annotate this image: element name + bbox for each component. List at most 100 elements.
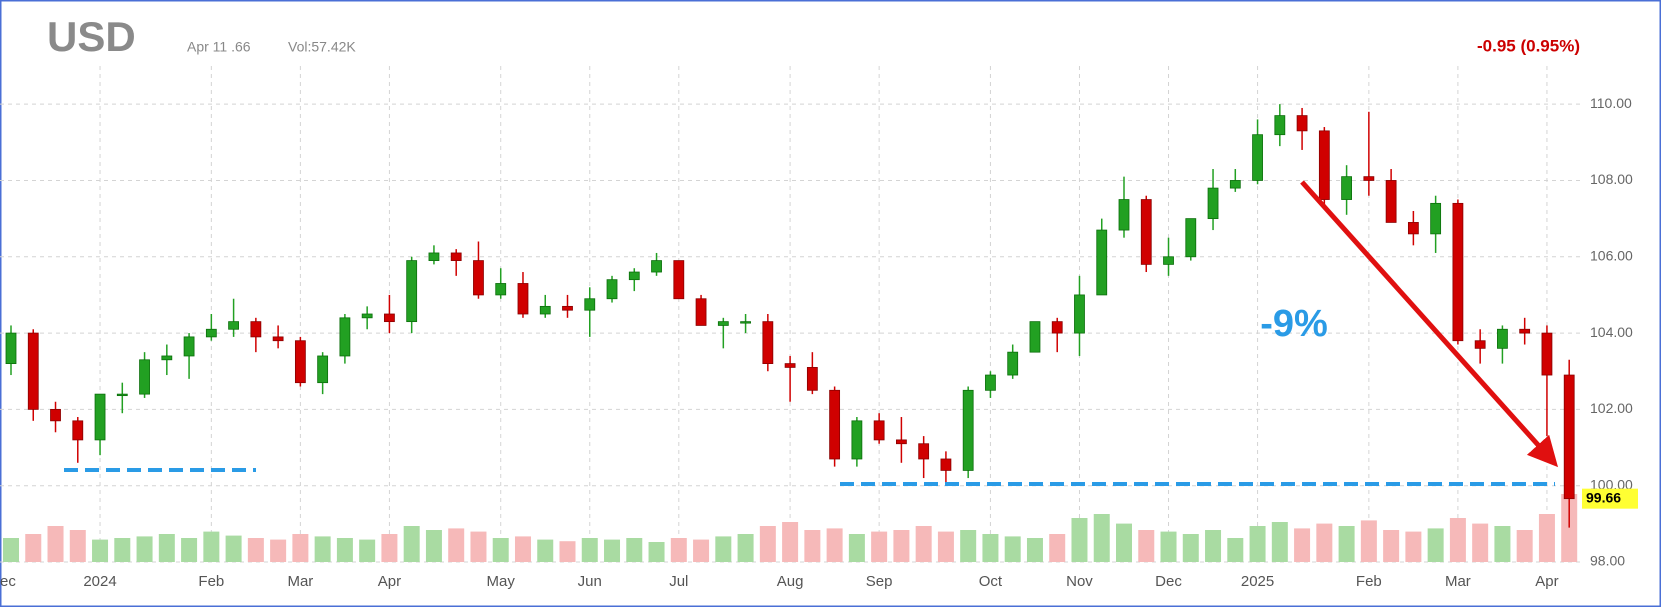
- candle-body: [1229, 180, 1241, 189]
- x-tick-label: Dec: [1155, 573, 1182, 590]
- candle-body: [918, 443, 930, 460]
- info: Apr 11 .66: [187, 39, 251, 55]
- candle-body: [962, 389, 974, 471]
- volume-bar: [1004, 536, 1021, 562]
- x-tick-label: Sep: [866, 573, 893, 590]
- volume-bar: [3, 538, 19, 562]
- x-tick-label: Feb: [198, 573, 224, 590]
- candle-body: [539, 305, 551, 315]
- candle-body: [628, 271, 640, 281]
- volume-layer: [3, 494, 1578, 562]
- volume-bar: [982, 534, 999, 562]
- candle-body: [1029, 321, 1041, 353]
- candle-body: [183, 336, 195, 357]
- volume-bar: [1383, 530, 1400, 562]
- volume-bar: [270, 539, 287, 562]
- candle-body: [806, 367, 818, 391]
- candle-body: [873, 420, 885, 441]
- x-tick-label: May: [487, 573, 516, 590]
- volume-bar: [559, 541, 576, 562]
- volume-bar: [1026, 538, 1043, 562]
- volume-bar: [1449, 518, 1466, 562]
- volume-bar: [648, 542, 665, 562]
- candle-body: [1096, 229, 1108, 296]
- candle-body: [651, 260, 662, 273]
- volume-bar: [1271, 522, 1288, 562]
- volume-bar: [1249, 526, 1266, 562]
- y-tick-label: 104.00: [1590, 324, 1633, 340]
- candle-body: [495, 283, 507, 296]
- candle-body: [1074, 294, 1085, 334]
- volume-bar: [47, 526, 64, 562]
- candle-body: [606, 279, 618, 300]
- candle-body: [1407, 222, 1419, 235]
- volume-bar: [1338, 526, 1355, 562]
- volume-bar: [69, 530, 86, 562]
- x-tick-label: Nov: [1066, 573, 1093, 590]
- candle-body: [428, 252, 440, 261]
- candle-body: [1385, 180, 1397, 223]
- x-tick-label: 2024: [83, 573, 116, 590]
- y-tick-label: 110.00: [1590, 95, 1632, 111]
- volume-bar: [1561, 494, 1578, 562]
- volume-bar: [782, 522, 799, 562]
- volume-bar: [871, 531, 888, 562]
- volume-bar: [514, 536, 531, 562]
- volume-bar: [136, 536, 153, 562]
- y-tick-label: 106.00: [1590, 247, 1633, 263]
- x-tick-label: Mar: [287, 573, 313, 590]
- last-price: 99.66: [1586, 489, 1621, 505]
- volume-bar: [425, 530, 442, 562]
- volume-bar: [1182, 534, 1199, 562]
- volume-bar: [381, 534, 398, 562]
- candle-body: [1007, 351, 1019, 376]
- candle-body: [1519, 328, 1531, 334]
- volume-bar: [737, 534, 754, 562]
- volume-bar: [937, 531, 954, 562]
- candle-body: [673, 260, 685, 300]
- volume-bar: [537, 539, 554, 562]
- x-tick-label: Oct: [979, 573, 1003, 590]
- volume-bar: [181, 538, 198, 562]
- candle-body: [406, 260, 418, 323]
- candle-body: [27, 332, 39, 410]
- price-tag: [1582, 488, 1638, 509]
- volume-bar: [114, 538, 131, 562]
- change: -0.95 (0.95%): [1477, 36, 1580, 55]
- volume-bar: [960, 530, 977, 562]
- volume-bar: [604, 539, 621, 562]
- volume-bar: [1093, 514, 1110, 562]
- candle-body: [1341, 176, 1352, 200]
- volume-bar: [25, 534, 42, 562]
- candle-body: [717, 321, 729, 326]
- volume-bar: [1227, 538, 1244, 562]
- volume-bar: [693, 539, 710, 562]
- candle-body: [1118, 199, 1130, 231]
- x-tick-label: Jun: [578, 573, 602, 590]
- volume-bar: [448, 528, 465, 562]
- candle-body: [695, 298, 707, 326]
- y-tick-label: 108.00: [1590, 171, 1633, 187]
- candle-body: [1252, 134, 1263, 181]
- candle-body: [339, 317, 351, 357]
- volume-bar: [1160, 531, 1177, 562]
- volume-bar: [581, 538, 598, 562]
- volume-bar: [403, 526, 420, 562]
- volume-bar: [336, 538, 353, 562]
- candle-body: [1207, 187, 1219, 220]
- candle-body: [94, 393, 106, 441]
- x-tick-label: Jul: [669, 573, 688, 590]
- candle-body: [317, 355, 329, 384]
- volume-bar: [1360, 520, 1377, 562]
- candle-body: [851, 420, 863, 460]
- candle-body: [361, 313, 373, 319]
- volume-bar: [1071, 518, 1088, 562]
- volume-bar: [893, 530, 910, 562]
- volume-bar: [848, 534, 865, 562]
- candle-body: [161, 355, 173, 361]
- candle-body: [1051, 321, 1063, 334]
- candle-body: [1185, 218, 1197, 258]
- candle-body: [294, 340, 306, 384]
- candle-body: [1163, 256, 1174, 265]
